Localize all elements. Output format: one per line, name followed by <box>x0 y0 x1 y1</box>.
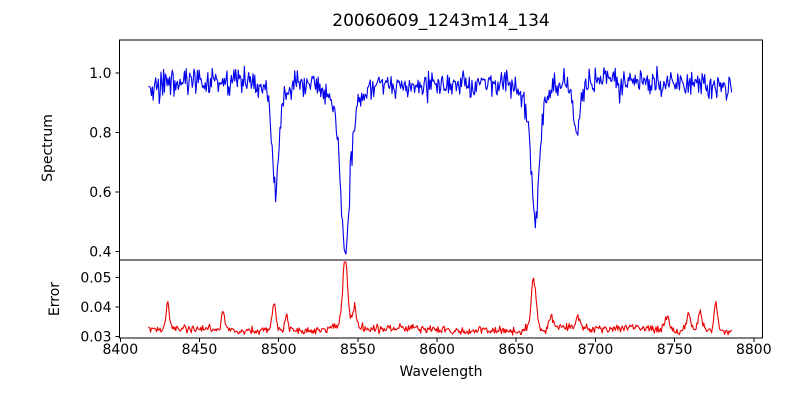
y-tick-label: 0.04 <box>80 300 111 316</box>
y-tick-label: 0.05 <box>80 270 111 286</box>
error-axes-frame <box>119 259 763 339</box>
error-line <box>148 261 733 336</box>
x-tick-label: 8400 <box>102 342 138 358</box>
y-tick-label: 0.4 <box>89 244 111 260</box>
y-tick-label: 0.03 <box>80 330 111 346</box>
spectrum-axes-frame <box>119 39 763 261</box>
x-axis-label: Wavelength <box>399 364 483 380</box>
error-y-axis-label: Error <box>47 281 63 317</box>
spectrum-line <box>148 65 733 255</box>
x-tick-label: 8600 <box>419 342 455 358</box>
x-tick-label: 8700 <box>578 342 614 358</box>
chart-title: 20060609_1243m14_134 <box>332 11 550 31</box>
x-tick-label: 8500 <box>261 342 297 358</box>
x-tick-label: 8750 <box>657 342 693 358</box>
y-tick-label: 0.6 <box>89 185 111 201</box>
spectrum-y-axis-label: Spectrum <box>40 114 56 182</box>
x-tick-label: 8450 <box>182 342 218 358</box>
x-tick-label: 8550 <box>340 342 376 358</box>
y-tick-label: 0.8 <box>89 125 111 141</box>
x-tick-label: 8650 <box>498 342 534 358</box>
y-tick-label: 1.0 <box>89 66 111 82</box>
x-tick-label: 8800 <box>736 342 772 358</box>
